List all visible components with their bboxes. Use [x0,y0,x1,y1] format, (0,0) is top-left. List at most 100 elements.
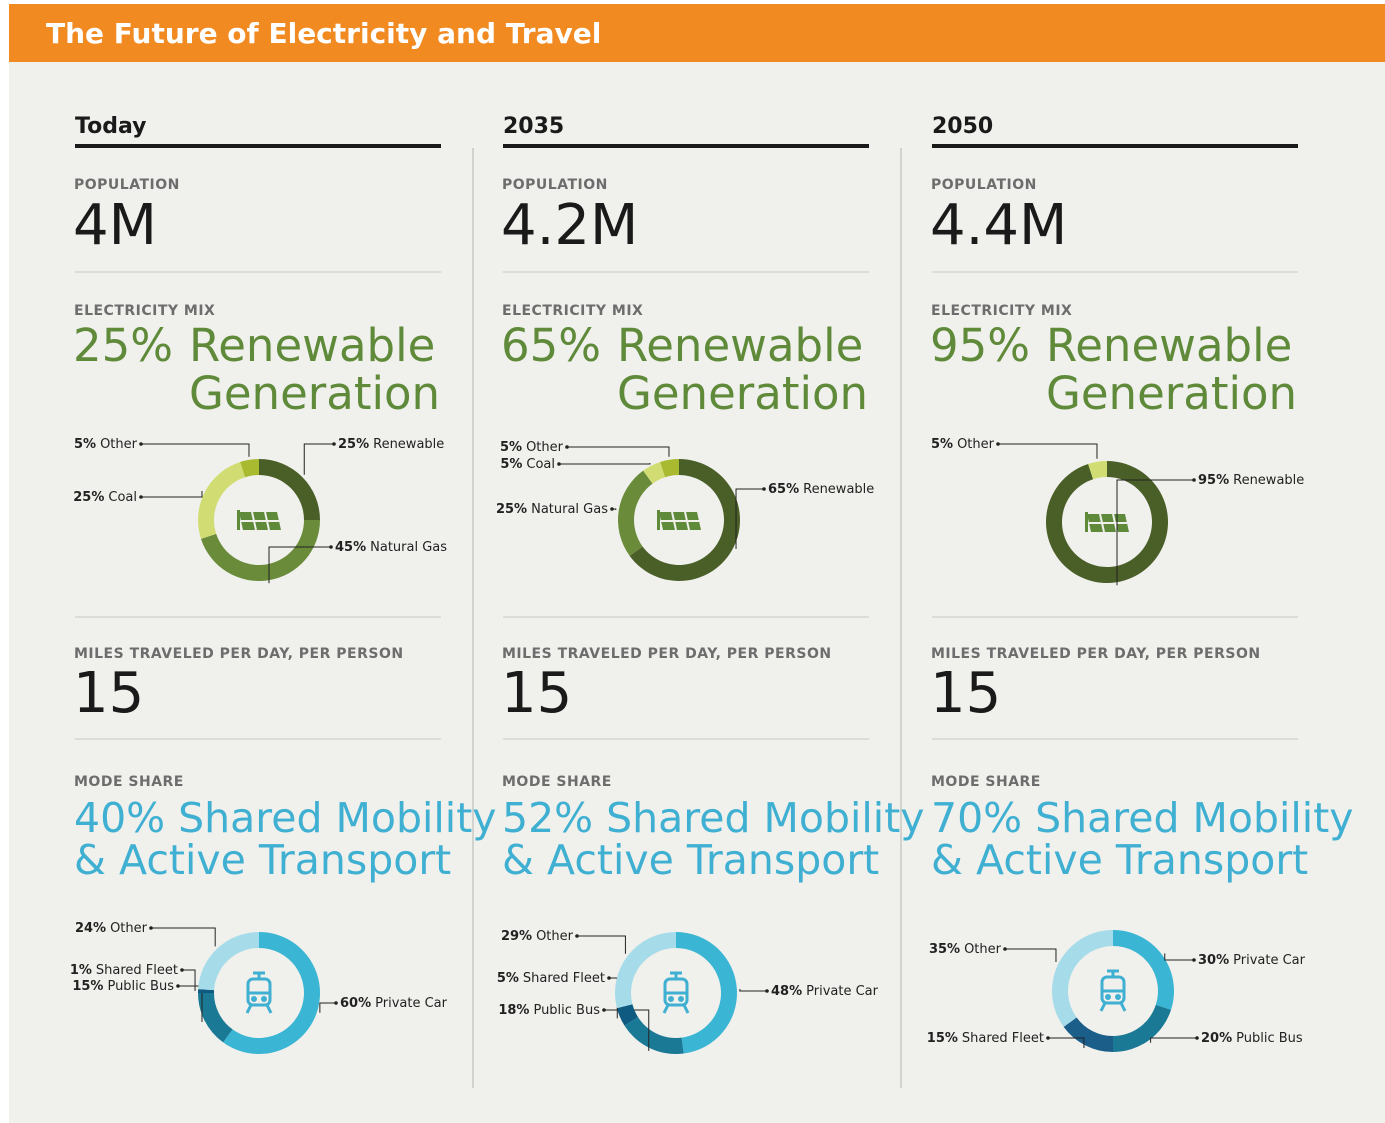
donut-segment [223,932,320,1054]
mode-line1: 70% Shared Mobility [931,794,1354,842]
slice-name: Coal [108,490,137,505]
slice-name: Other [964,942,1002,957]
leader-dot [610,507,614,511]
mode-label: MODE SHARE [74,774,184,790]
mix-line1: Renewable [189,319,435,372]
leader-dot [149,926,153,930]
mix-label: ELECTRICITY MIX [74,303,215,319]
slice-label: 48% Private Car [771,984,879,999]
population-value: 4M [73,193,157,258]
slice-label: 35% Other [929,942,1002,957]
slice-name: Renewable [1233,473,1304,488]
miles-value: 15 [73,661,144,726]
slice-value: 25% [73,490,104,505]
slice-name: Private Car [806,984,878,999]
population-value: 4.2M [501,193,638,258]
donut-segment [198,461,246,539]
slice-value: 24% [75,921,106,936]
leader-line [303,443,334,475]
slice-name: Other [110,921,148,936]
slice-name: Private Car [375,996,447,1011]
slice-value: 20% [1201,1031,1232,1046]
leader-line [1005,948,1057,962]
mix-label: ELECTRICITY MIX [502,303,643,319]
leader-line [998,443,1098,459]
slice-value: 25% [338,437,369,452]
slice-value: 5% [500,440,522,455]
population-label: POPULATION [74,177,180,193]
leader-dot [329,545,333,549]
column-heading: 2050 [932,114,993,139]
leader-dot [180,968,184,972]
slice-name: Shared Fleet [523,971,605,986]
donut-segment [616,1004,639,1026]
slice-value: 5% [74,437,96,452]
header-bar [9,4,1385,62]
leader-dot [1046,1036,1050,1040]
slice-value: 18% [498,1003,529,1018]
slice-label: 5% Coal [500,457,555,472]
slice-name: Public Bus [107,979,174,994]
slice-name: Coal [526,457,555,472]
leader-line [735,488,764,550]
leader-dot [996,442,1000,446]
slice-label: 45% Natural Gas [335,540,447,555]
leader-line [577,935,626,954]
slice-value: 1% [70,963,92,978]
population-label: POPULATION [502,177,608,193]
mix-line1: Renewable [617,319,863,372]
slice-label: 25% Coal [73,490,137,505]
slice-value: 45% [335,540,366,555]
slice-label: 15% Public Bus [72,979,174,994]
slice-value: 15% [927,1031,958,1046]
leader-dot [139,495,143,499]
slice-label: 95% Renewable [1198,473,1304,488]
miles-label: MILES TRAVELED PER DAY, PER PERSON [74,646,404,662]
slice-value: 5% [497,971,519,986]
solar-icon [236,509,282,531]
leader-line [319,1002,336,1013]
mix-line1: Renewable [1046,319,1292,372]
leader-line [739,988,767,992]
slice-name: Public Bus [1236,1031,1303,1046]
slice-label: 15% Shared Fleet [927,1031,1044,1046]
miles-value: 15 [501,661,572,726]
slice-name: Private Car [1233,953,1305,968]
leader-line [141,443,250,457]
leader-dot [565,445,569,449]
slice-label: 65% Renewable [768,482,874,497]
slice-name: Natural Gas [531,502,608,517]
mix-line2: Generation [617,367,868,420]
donut-segment [198,932,259,991]
slice-value: 30% [1198,953,1229,968]
mode-line1: 40% Shared Mobility [74,794,497,842]
slice-value: 29% [501,929,532,944]
mode-line2: & Active Transport [931,836,1308,884]
leader-dot [607,976,611,980]
miles-value: 15 [930,661,1001,726]
leader-dot [602,1008,606,1012]
slice-name: Other [526,440,564,455]
donut-segment [1063,1017,1113,1052]
slice-label: 5% Shared Fleet [497,971,605,986]
leader-line [559,462,651,465]
slice-value: 65% [768,482,799,497]
donut-segment [643,461,666,484]
slice-name: Shared Fleet [962,1031,1044,1046]
donut-segment [198,989,215,993]
slice-name: Shared Fleet [96,963,178,978]
population-label: POPULATION [931,177,1037,193]
leader-dot [176,984,180,988]
slice-label: 5% Other [931,437,995,452]
donut-segment [1088,461,1107,480]
leader-dot [1192,958,1196,962]
column-heading: Today [75,114,146,139]
mix-line2: Generation [1046,367,1297,420]
slice-name: Renewable [373,437,444,452]
donut-segment [259,459,320,520]
mix-line2: Generation [189,367,440,420]
leader-line [1116,479,1194,586]
mode-line2: & Active Transport [74,836,451,884]
population-value: 4.4M [930,193,1067,258]
leader-dot [557,462,561,466]
